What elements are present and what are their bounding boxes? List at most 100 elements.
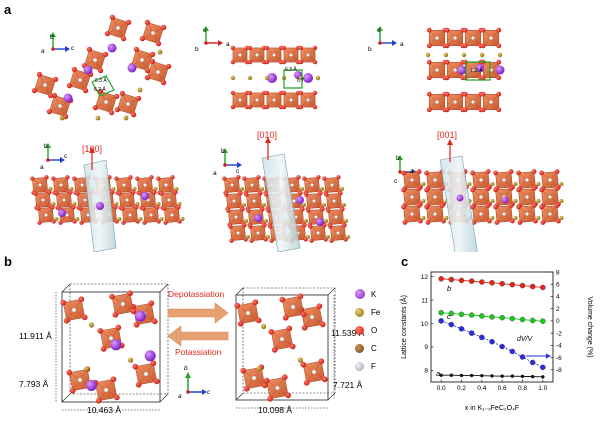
data-point-b (468, 278, 475, 284)
oxygen-atom (135, 381, 142, 388)
oxygen-atom (444, 91, 450, 97)
f-atom (453, 68, 457, 72)
oxygen-atom (303, 379, 310, 386)
fe-atom-icon (355, 307, 364, 317)
data-point-a (520, 374, 525, 379)
oxygen-atom (242, 223, 247, 228)
oxygen-atom (425, 219, 431, 225)
c-atom (306, 235, 310, 239)
f-atom (548, 195, 552, 199)
oxygen-atom (496, 43, 502, 49)
oxygen-atom (318, 191, 323, 196)
oxygen-atom (104, 30, 111, 37)
direction-label-001: [001] (437, 130, 458, 140)
f-atom (80, 183, 84, 187)
data-point-a (449, 373, 454, 377)
data-point-b (499, 280, 505, 287)
f-atom (289, 53, 293, 57)
oxygen-atom (162, 206, 167, 211)
oxygen-atom (444, 43, 450, 49)
c-atom (123, 115, 129, 121)
oxygen-atom (242, 176, 247, 181)
k-atom (141, 192, 149, 200)
oxygen-atom (177, 219, 182, 224)
distance-label: 6.7 (297, 78, 304, 84)
oxygen-atom (150, 360, 157, 367)
y2-tick-label: 0 (556, 318, 560, 325)
oxygen-atom (281, 374, 288, 381)
c-atom (262, 203, 266, 207)
depotassiation-arrow (167, 302, 229, 324)
f-atom (330, 183, 334, 187)
oxygen-atom (328, 224, 333, 229)
oxygen-atom (320, 207, 325, 212)
oxygen-atom (264, 59, 270, 65)
oxygen-atom (44, 175, 49, 180)
oxygen-atom (132, 363, 139, 370)
c-atom (421, 199, 426, 203)
oxygen-atom (424, 204, 430, 210)
oxygen-atom (243, 385, 250, 392)
oxygen-atom (318, 358, 325, 365)
k-atom-icon (355, 289, 365, 299)
oxygen-atom (539, 187, 545, 193)
axis-origin (46, 158, 50, 162)
c-atom (230, 75, 236, 81)
oxygen-atom (139, 35, 146, 42)
axis-label-up: b (184, 365, 188, 372)
panel-a-bottom-row (30, 137, 564, 252)
y2-tick-label: -2 (556, 330, 562, 337)
oxygen-atom (426, 27, 432, 33)
oxygen-atom (237, 320, 244, 327)
channel-outline (91, 75, 115, 97)
oxygen-atom (149, 175, 154, 180)
c-atom (159, 217, 164, 221)
f-atom (255, 53, 259, 57)
f-atom (108, 335, 114, 341)
y2-tick-label: -6 (556, 355, 562, 362)
oxygen-atom (426, 91, 432, 97)
oxygen-atom (135, 95, 142, 102)
axis-label-up: c (203, 27, 207, 34)
oxygen-atom (480, 43, 486, 49)
cell-edge (235, 294, 329, 401)
oxygen-atom (31, 87, 38, 94)
c-atom (128, 357, 134, 363)
c-atom (75, 217, 80, 221)
oxygen-atom (424, 170, 430, 176)
f-atom (143, 183, 147, 187)
c-atom (467, 182, 472, 186)
data-point-a (500, 374, 504, 378)
oxygen-atom (279, 296, 286, 303)
unit-cell-potassiated (55, 283, 169, 411)
c-atom (72, 202, 77, 206)
oxygen-atom (321, 376, 328, 383)
data-point-b (438, 276, 444, 282)
f-atom (41, 198, 45, 202)
f-atom (479, 195, 483, 199)
oxygen-atom (163, 220, 168, 225)
c-atom-icon (355, 343, 364, 353)
oxygen-atom (110, 376, 117, 383)
c-atom (320, 187, 324, 191)
f-atom (332, 199, 336, 203)
oxygen-atom (426, 43, 432, 49)
oxygen-atom (298, 90, 304, 96)
oxygen-atom (329, 238, 334, 243)
oxygen-atom (125, 19, 132, 26)
data-point-c (479, 313, 485, 319)
oxygen-atom (286, 325, 293, 332)
oxygen-atom (554, 203, 560, 209)
f-atom (435, 36, 439, 40)
oxygen-atom (264, 104, 270, 110)
c-atom (174, 187, 179, 191)
oxygen-atom (47, 92, 54, 99)
c-atom (256, 365, 262, 372)
y2-tick-label: 8 (556, 269, 560, 276)
axis-arrowhead (377, 26, 383, 31)
oxygen-atom (426, 75, 432, 81)
atom-legend: K Fe O C F (355, 285, 395, 375)
oxygen-atom (304, 192, 309, 197)
f-atom (164, 183, 168, 187)
oxygen-atom (485, 186, 491, 192)
